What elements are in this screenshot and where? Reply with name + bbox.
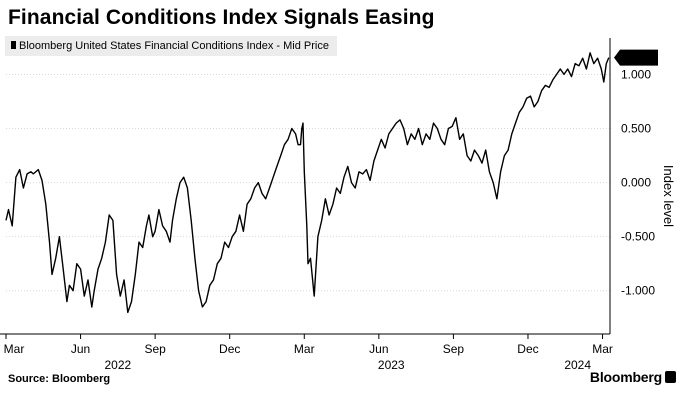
x-tick-label: Mar (4, 342, 25, 356)
chart-title: Financial Conditions Index Signals Easin… (8, 6, 435, 29)
x-tick-label: Jun (369, 342, 388, 356)
y-tick-label: 0.000 (621, 176, 651, 190)
x-tick-label: Sep (144, 342, 166, 356)
y-tick-labels: 1.000 0.500 0.000 -0.500 -1.000 (621, 67, 655, 297)
x-tick-label: Dec (517, 342, 538, 356)
x-tick-label: Dec (219, 342, 240, 356)
bloomberg-logo-icon (665, 371, 676, 383)
y-tick-label: 0.500 (621, 122, 651, 136)
y-tick-label: -0.500 (621, 230, 655, 244)
series-line-group (5, 52, 610, 314)
year-label: 2024 (564, 358, 591, 372)
last-value-label: 1.156 (624, 51, 654, 65)
y-tick-label: 1.000 (621, 67, 651, 81)
year-labels: 2022 2023 2024 (105, 358, 592, 372)
x-tick-label: Mar (294, 342, 315, 356)
callout-box (614, 49, 658, 66)
year-label: 2022 (105, 358, 132, 372)
legend-swatch (11, 41, 16, 49)
x-tick-label: Mar (592, 342, 613, 356)
y-axis-label: Index level (661, 165, 676, 227)
y-tick-label: -1.000 (621, 284, 655, 298)
source-note: Source: Bloomberg (8, 373, 111, 385)
x-tick-label: Sep (443, 342, 465, 356)
bloomberg-logo-text: Bloomberg (589, 369, 662, 385)
year-label: 2023 (378, 358, 405, 372)
legend: Bloomberg United States Financial Condit… (5, 36, 337, 56)
x-tick-label: Jun (71, 342, 90, 356)
axes (0, 38, 611, 339)
last-value-callout: 1.156 (614, 49, 658, 66)
legend-label: Bloomberg United States Financial Condit… (19, 40, 329, 52)
series-line (5, 52, 610, 314)
x-tick-labels: Mar Jun Sep Dec Mar Jun Sep Dec Mar (4, 342, 613, 356)
